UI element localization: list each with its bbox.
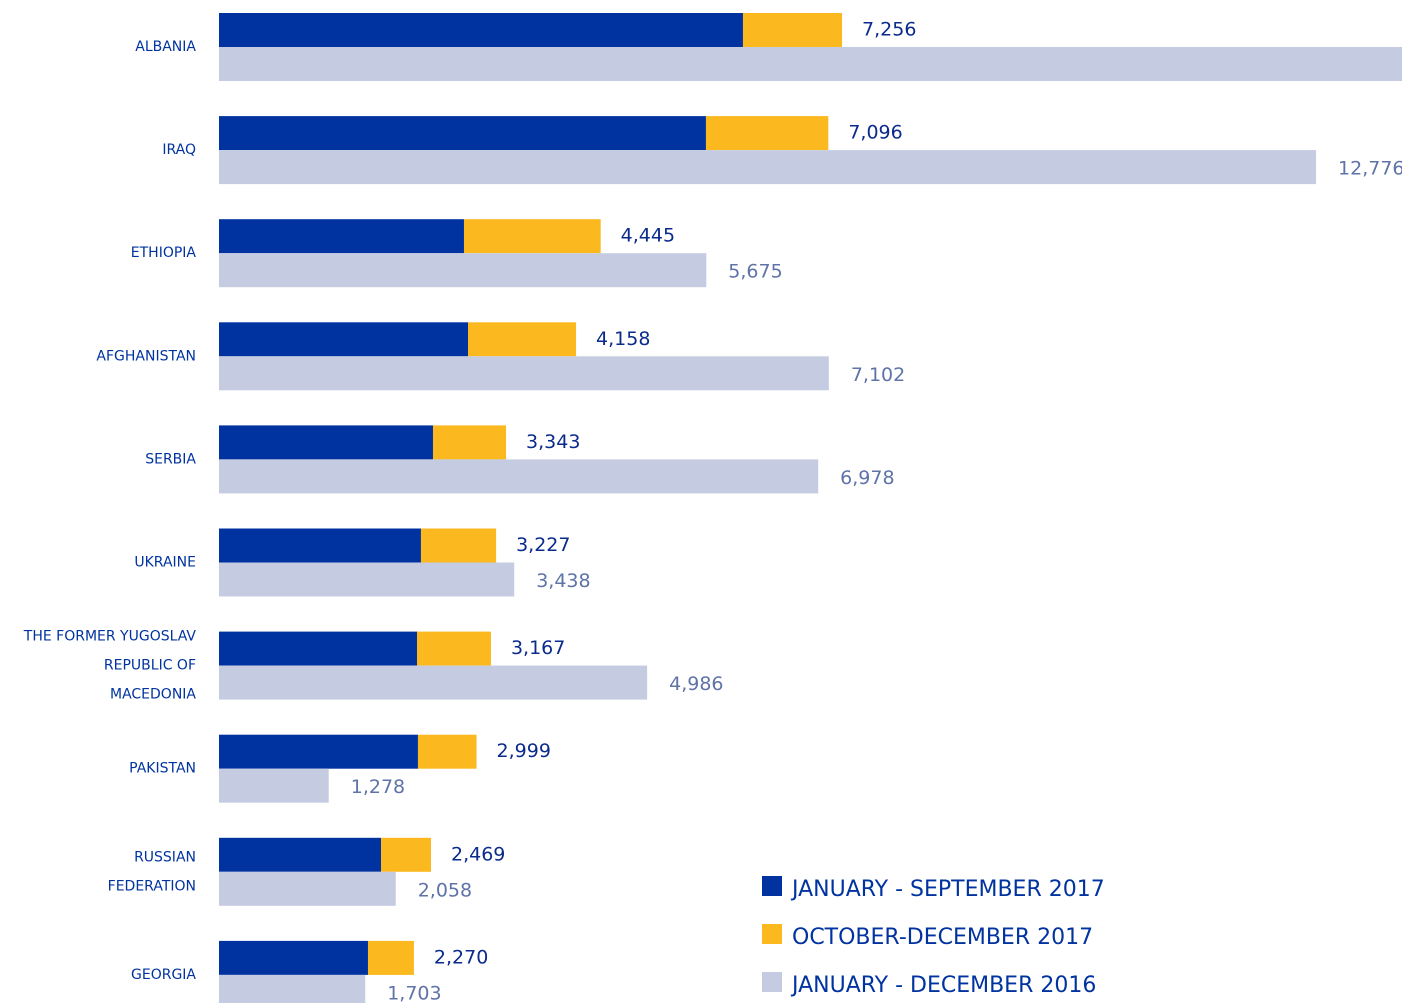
legend-swatch <box>762 924 782 944</box>
bar <box>219 47 1402 81</box>
value-label: 1,703 <box>387 982 441 1003</box>
category-label: IRAQ <box>162 142 196 158</box>
total-label: 3,227 <box>516 534 570 556</box>
bar-segment <box>742 13 843 47</box>
value-label: 1,278 <box>351 776 405 798</box>
value-label: 2,058 <box>418 879 472 901</box>
bar-segment <box>432 425 507 460</box>
category-label: ETHIOPIA <box>131 245 197 261</box>
bar <box>219 562 515 597</box>
value-label: 4,986 <box>669 673 723 695</box>
bar-segment <box>468 322 577 357</box>
total-label: 4,445 <box>621 225 675 247</box>
bar-segment <box>219 116 706 151</box>
total-label: 4,158 <box>596 328 650 350</box>
value-label: 6,978 <box>840 467 894 489</box>
total-label: 2,469 <box>451 843 505 865</box>
legend-label: JANUARY - DECEMBER 2016 <box>790 973 1096 998</box>
category-label: REPUBLIC OF <box>104 658 196 674</box>
legend-label: JANUARY - SEPTEMBER 2017 <box>790 877 1105 902</box>
value-label: 3,438 <box>536 570 590 592</box>
total-label: 3,167 <box>511 637 565 659</box>
bar-segment <box>463 219 601 254</box>
legend-label: OCTOBER-DECEMBER 2017 <box>792 925 1093 950</box>
bar-segment <box>417 734 477 769</box>
bar-segment <box>219 528 421 563</box>
bar-segment <box>219 13 743 47</box>
legend-swatch <box>762 876 782 896</box>
total-label: 2,270 <box>434 946 488 968</box>
category-label: SERBIA <box>145 451 196 467</box>
bar-segment <box>420 528 497 563</box>
bar-segment <box>367 940 414 975</box>
bar <box>219 768 329 803</box>
value-label: 5,675 <box>728 261 782 283</box>
bar-segment <box>219 631 418 666</box>
bar-segment <box>417 631 491 666</box>
bar <box>219 253 707 288</box>
total-label: 7,096 <box>848 122 902 144</box>
value-label: 12,776 <box>1338 158 1402 180</box>
bar <box>219 974 366 1003</box>
legend-swatch <box>762 972 782 992</box>
bar-segment <box>219 837 382 872</box>
category-label: MACEDONIA <box>110 687 196 703</box>
category-label: UKRAINE <box>134 555 196 571</box>
category-label: ALBANIA <box>135 39 196 55</box>
bar-segment <box>219 734 418 769</box>
bar-segment <box>219 940 368 975</box>
category-label: AFGHANISTAN <box>96 348 196 364</box>
category-label: FEDERATION <box>108 878 196 894</box>
bar <box>219 871 396 906</box>
category-label: RUSSIAN <box>134 849 196 865</box>
total-label: 2,999 <box>497 740 551 762</box>
bar-segment <box>219 322 469 357</box>
bar-segment <box>219 425 433 460</box>
total-label: 3,343 <box>526 431 580 453</box>
total-label: 7,256 <box>862 19 916 41</box>
bar <box>219 665 648 700</box>
bar <box>219 459 819 494</box>
category-label: THE FORMER YUGOSLAV <box>23 629 197 645</box>
bar-segment <box>381 837 432 872</box>
bar-segment <box>219 219 464 254</box>
bar <box>219 150 1317 185</box>
category-label: PAKISTAN <box>129 761 196 777</box>
bar-segment <box>705 116 829 151</box>
value-label: 7,102 <box>851 364 905 386</box>
category-label: GEORGIA <box>131 967 196 983</box>
bar <box>219 356 829 391</box>
